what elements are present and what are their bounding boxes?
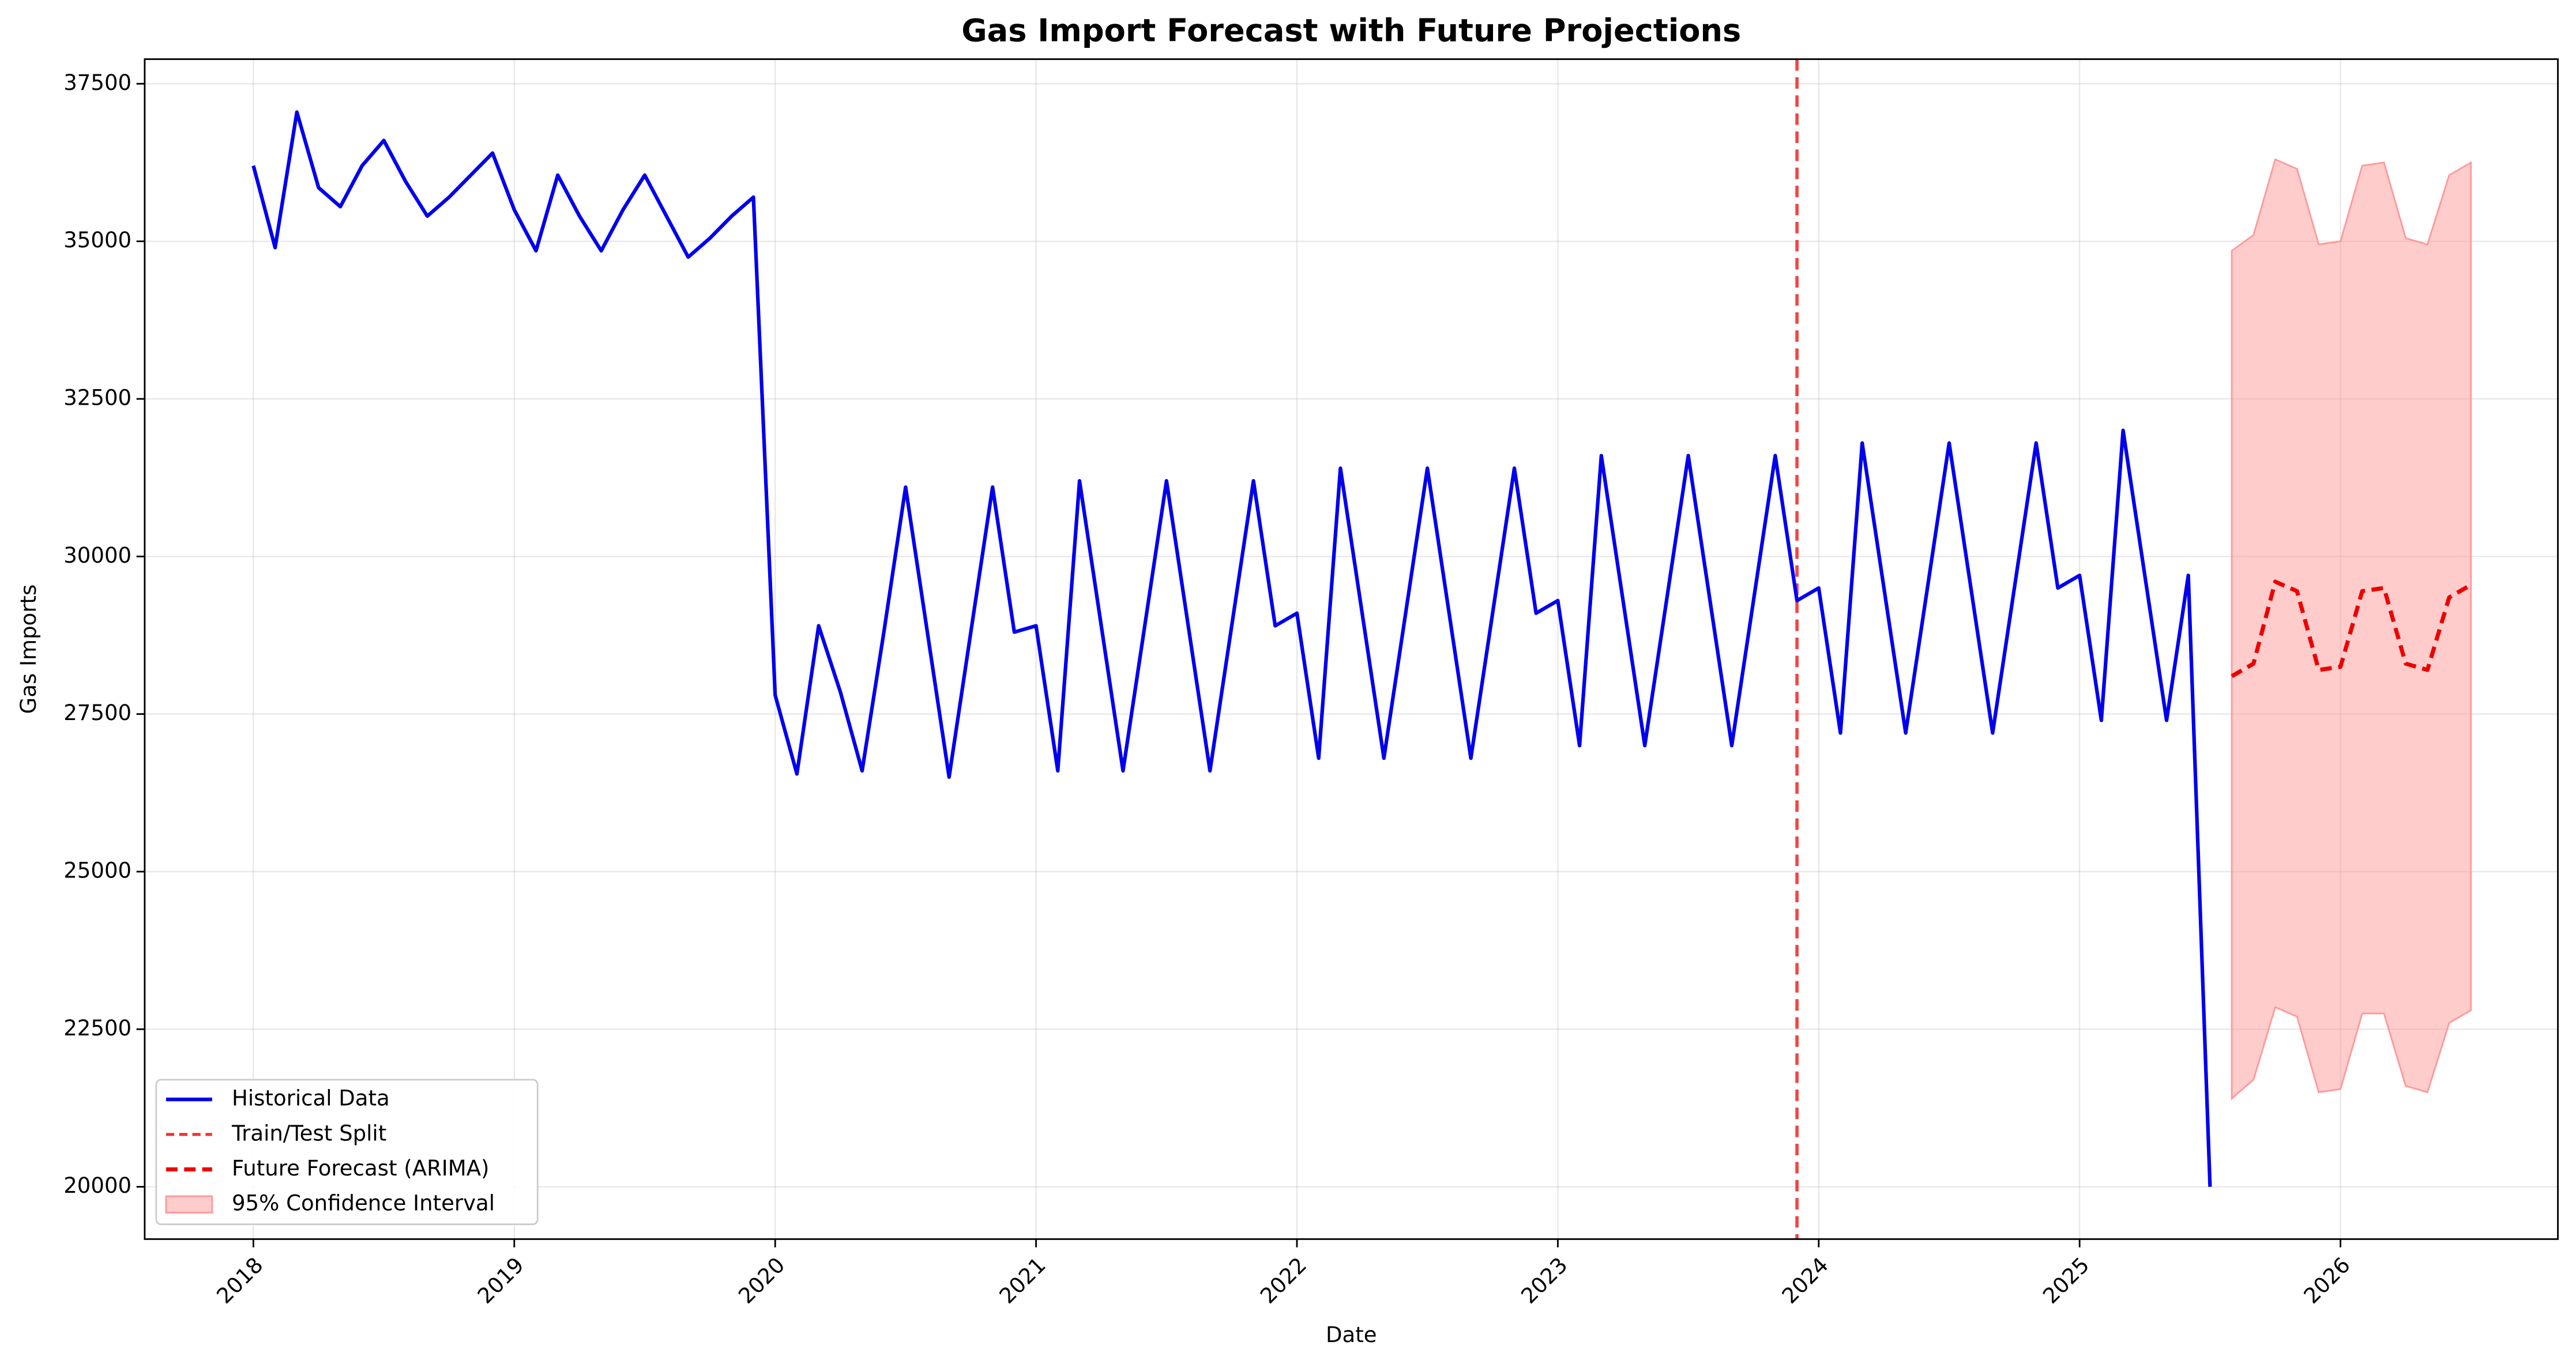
series-line: [251, 110, 2212, 1187]
y-tick-label: 22500: [63, 1016, 131, 1041]
plot-frame: [144, 58, 2559, 1240]
series-line: [2231, 579, 2472, 679]
legend: Historical Data Train/Test Split Future Fo…: [155, 1079, 539, 1226]
legend-label: Train/Test Split: [231, 1121, 386, 1146]
y-tick-label: 37500: [63, 70, 131, 95]
legend-label: Future Forecast (ARIMA): [232, 1156, 490, 1181]
chart-title: Gas Import Forecast with Future Projecti…: [961, 13, 1741, 49]
y-tick-label: 32500: [63, 385, 131, 410]
x-axis-label: Date: [1326, 1322, 1377, 1347]
y-tick-label: 25000: [63, 858, 131, 883]
legend-box: [155, 1079, 539, 1226]
legend-label: Historical Data: [232, 1086, 390, 1111]
legend-label: 95% Confidence Interval: [232, 1191, 495, 1216]
y-axis-label: Gas Imports: [16, 585, 41, 714]
legend-swatch: [165, 1195, 213, 1214]
y-tick-label: 27500: [63, 700, 131, 725]
y-tick-label: 35000: [63, 228, 131, 253]
y-tick-label: 30000: [63, 543, 131, 568]
y-tick-label: 20000: [63, 1173, 131, 1198]
